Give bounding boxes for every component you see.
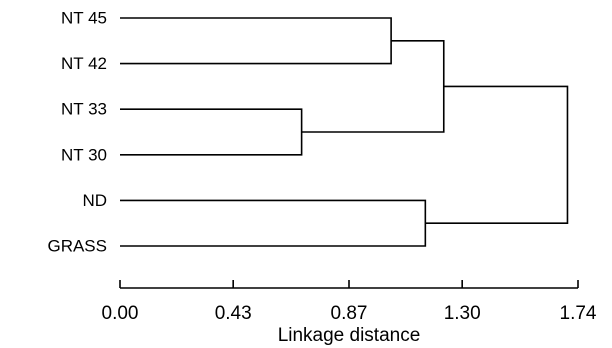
leaf-label: GRASS (47, 237, 107, 256)
x-tick-label: 0.00 (102, 303, 139, 324)
x-tick-label: 1.30 (444, 303, 481, 324)
leaf-labels: NT 45 NT 42 NT 33 NT 30 ND GRASS (47, 9, 107, 256)
x-axis-label: Linkage distance (278, 325, 421, 346)
x-tick-label: 0.87 (331, 303, 368, 324)
leaf-label: NT 45 (61, 9, 107, 28)
branch-c3 (120, 199, 427, 247)
dendrogram-branches (120, 17, 569, 247)
leaf-label: NT 42 (61, 54, 107, 73)
branch-c2 (120, 17, 392, 65)
leaf-label: ND (82, 191, 107, 210)
x-axis: 0.00 0.43 0.87 1.30 1.74 (102, 280, 597, 324)
leaf-label: NT 30 (61, 145, 107, 164)
branch-c1 (120, 108, 303, 156)
branch-c5 (425, 85, 569, 224)
branch-c4 (301, 40, 445, 133)
x-tick-label: 1.74 (560, 303, 597, 324)
x-axis-ticks: 0.00 0.43 0.87 1.30 1.74 (102, 280, 597, 324)
leaf-label: NT 33 (61, 100, 107, 119)
x-tick-label: 0.43 (215, 303, 252, 324)
